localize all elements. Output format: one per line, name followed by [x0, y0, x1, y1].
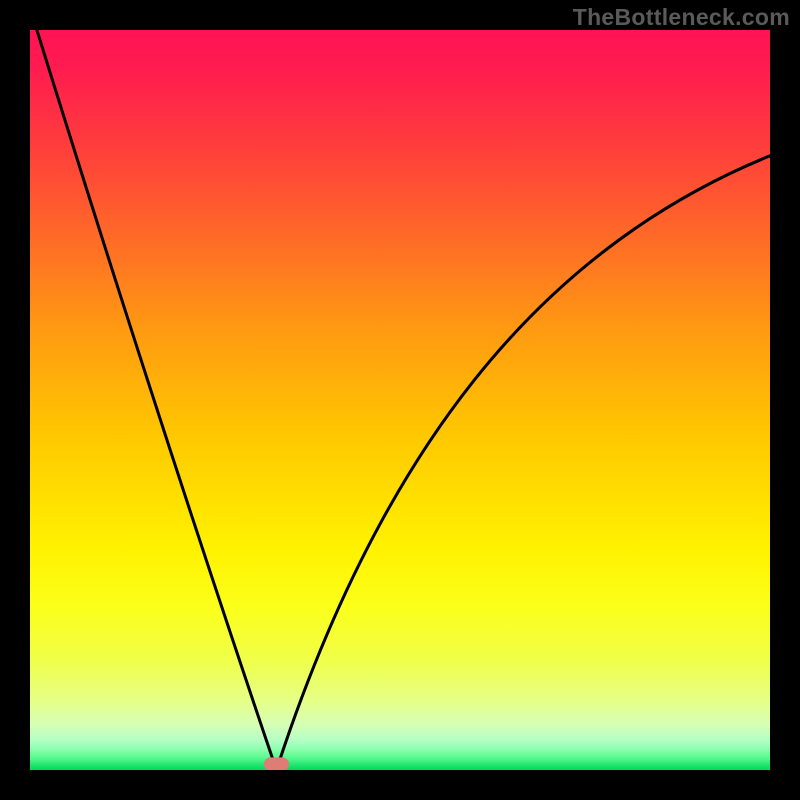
vertex-marker — [264, 757, 289, 770]
bottleneck-curve-path — [30, 30, 770, 770]
bottleneck-curve — [30, 30, 770, 770]
plot-area — [30, 30, 770, 770]
watermark-text: TheBottleneck.com — [573, 4, 790, 31]
